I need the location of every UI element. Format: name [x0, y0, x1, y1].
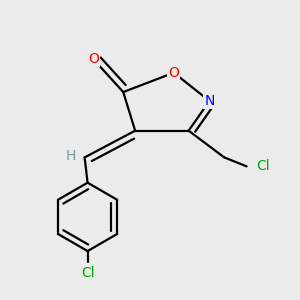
Text: H: H — [65, 149, 76, 163]
Text: N: N — [204, 94, 214, 108]
Text: Cl: Cl — [257, 159, 270, 173]
Text: Cl: Cl — [81, 266, 94, 280]
Text: O: O — [168, 66, 179, 80]
Text: O: O — [88, 52, 99, 66]
